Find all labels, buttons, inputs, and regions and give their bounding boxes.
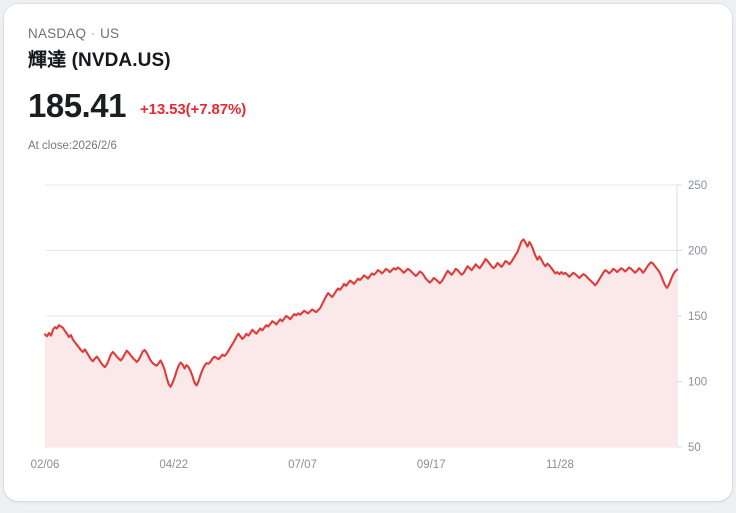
- price-row: 185.41 +13.53(+7.87%): [28, 88, 732, 124]
- x-axis-label: 09/17: [417, 459, 446, 471]
- page-title: 輝達 (NVDA.US): [28, 50, 171, 71]
- stock-quote-card: NASDAQ · US 輝達 (NVDA.US) 185.41 +13.53(+7.…: [4, 4, 732, 501]
- x-axis-label: 11/28: [546, 459, 574, 471]
- x-axis-label: 02/06: [31, 459, 60, 471]
- x-axis-label: 07/07: [288, 459, 317, 471]
- y-axis-label: 250: [688, 180, 707, 192]
- price-chart-svg[interactable]: 250 200 150 100 50 02/06 04/22 07/07 09/17 11/28: [4, 169, 732, 479]
- separator-dot: ·: [91, 28, 96, 40]
- y-axis-label: 200: [688, 246, 707, 258]
- y-axis-label: 100: [688, 377, 707, 389]
- chart-axes: [676, 184, 682, 448]
- current-price: 185.41: [28, 87, 126, 124]
- quote-header: NASDAQ · US 輝達 (NVDA.US) 185.41 +13.53(+7.…: [4, 4, 732, 153]
- exchange-label: NASDAQ: [28, 26, 87, 41]
- price-area-fill: [45, 239, 677, 447]
- y-axis-labels: 250 200 150 100 50: [688, 180, 707, 454]
- y-axis-label: 50: [688, 442, 701, 454]
- price-chart[interactable]: 250 200 150 100 50 02/06 04/22 07/07 09/17 11/28: [4, 169, 732, 479]
- x-axis-labels: 02/06 04/22 07/07 09/17 11/28: [31, 459, 574, 471]
- market-status: At close:2026/2/6: [28, 140, 117, 152]
- region-label: US: [100, 26, 120, 41]
- price-change: +13.53(+7.87%): [139, 101, 247, 118]
- price-line: [43, 238, 679, 388]
- exchange-line: NASDAQ · US: [28, 26, 732, 43]
- y-axis-label: 150: [688, 311, 707, 323]
- x-axis-label: 04/22: [159, 459, 188, 471]
